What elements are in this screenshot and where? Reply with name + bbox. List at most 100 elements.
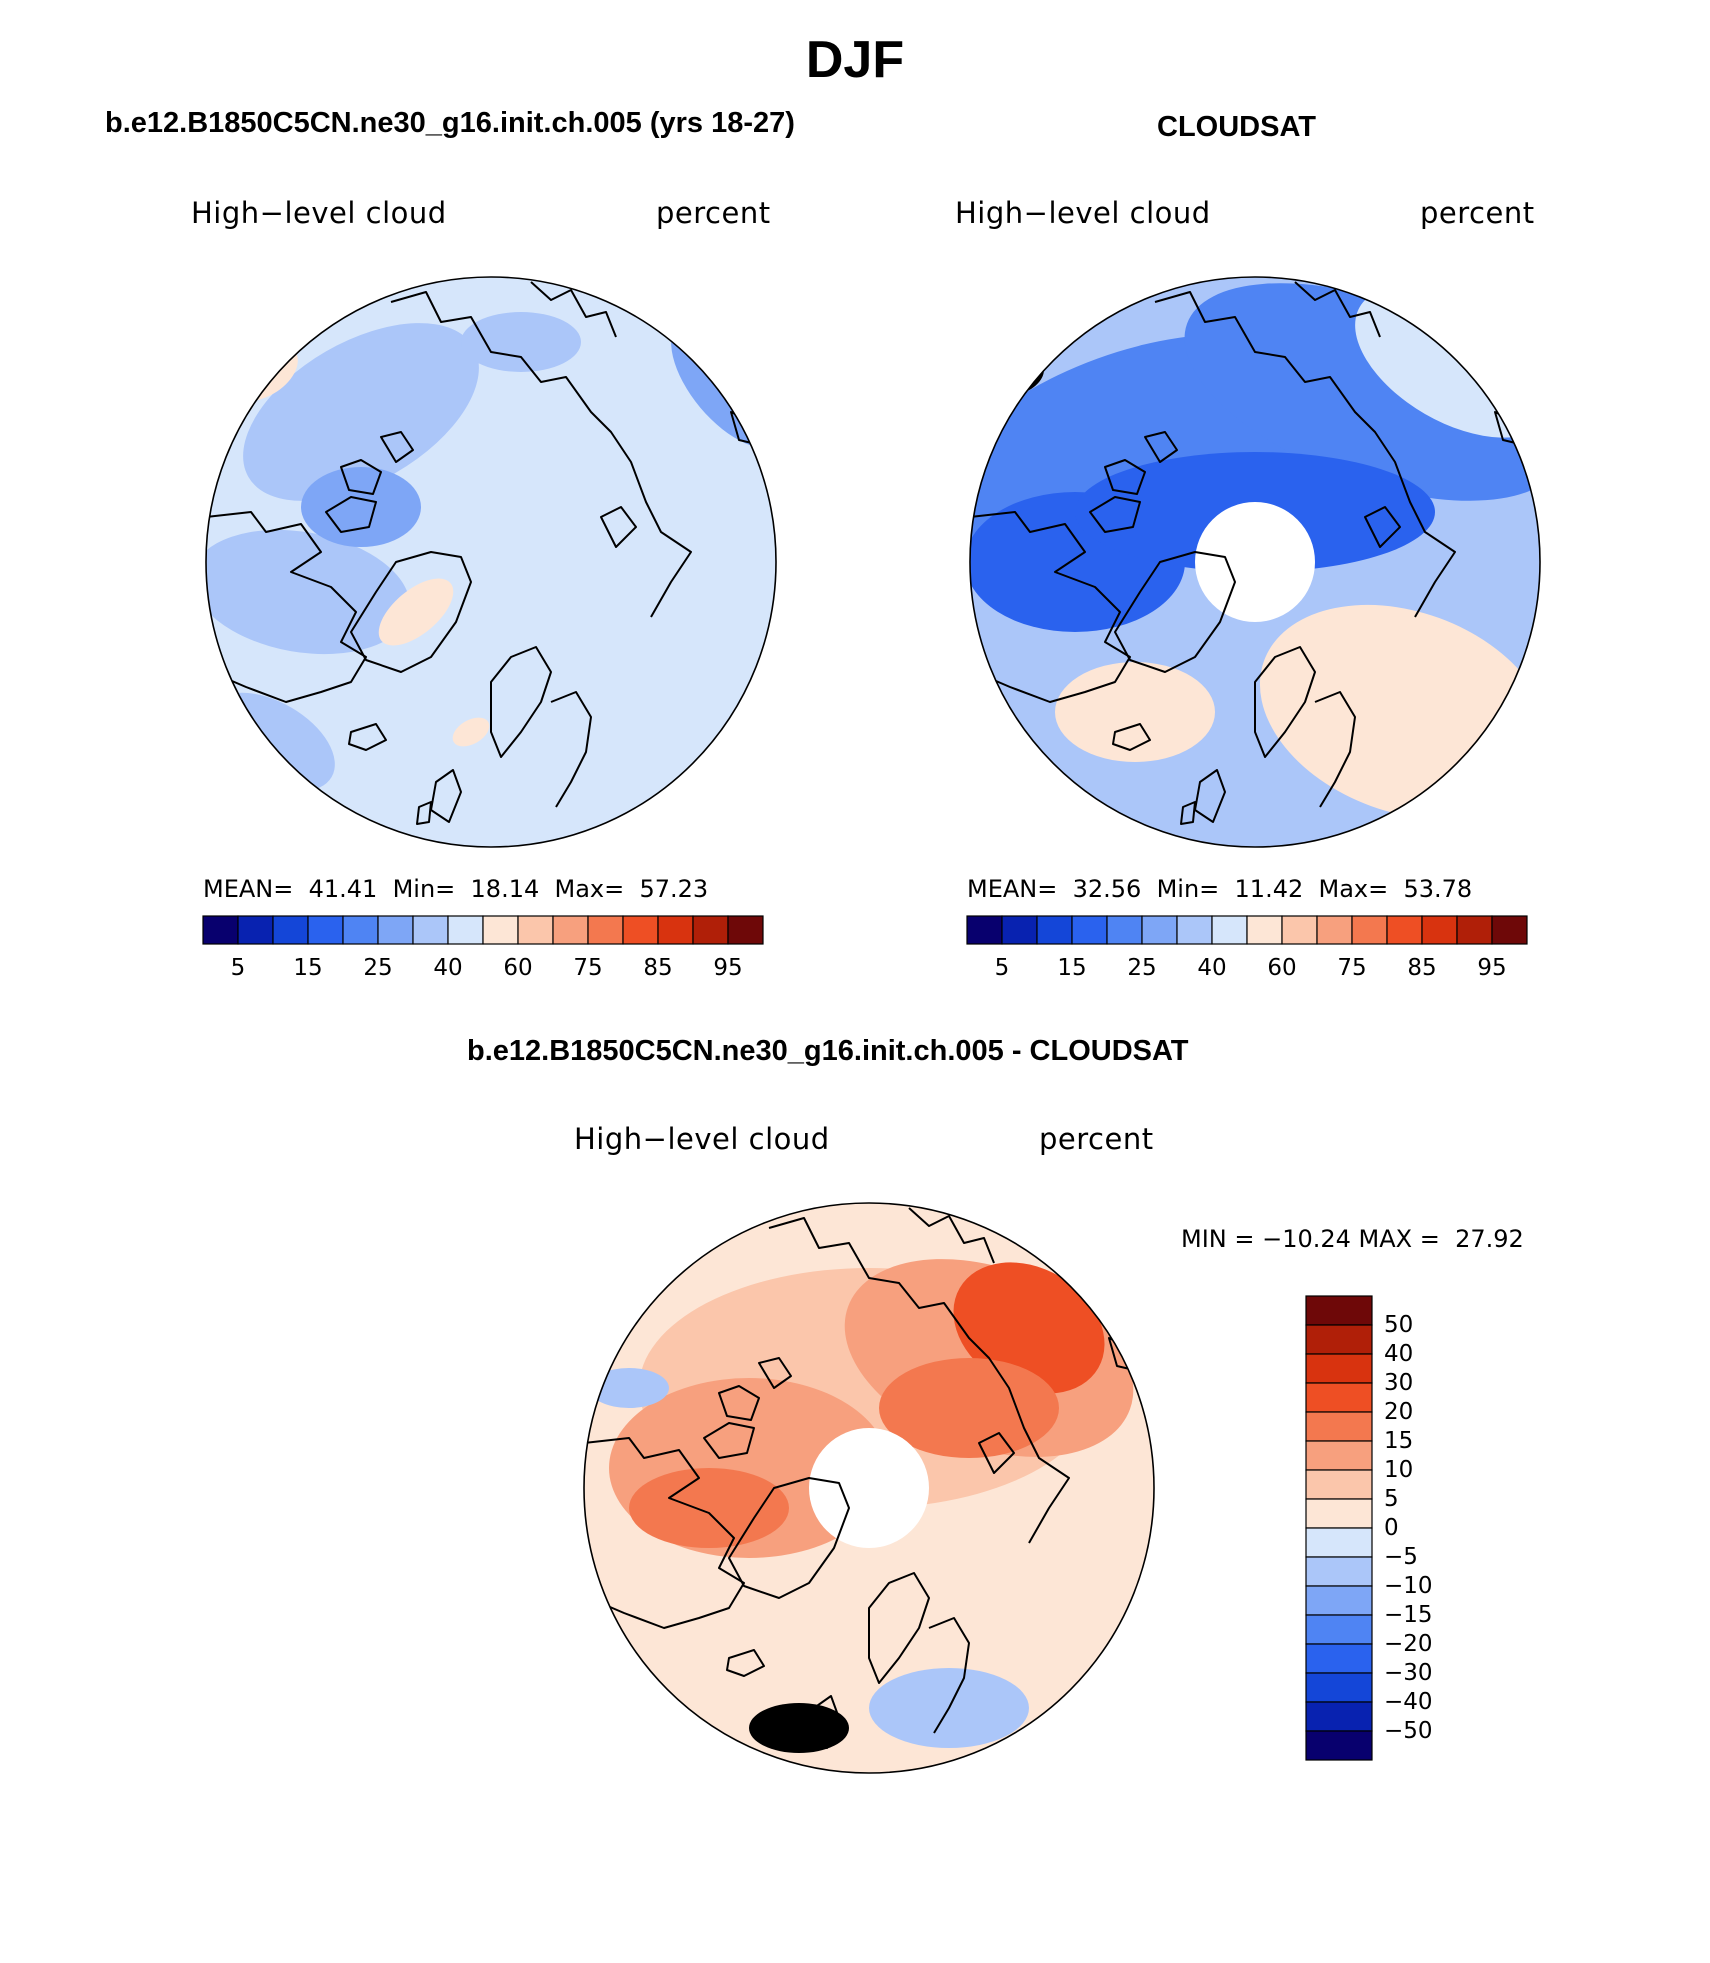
model-colorbar-swatch [552, 915, 589, 945]
model-units-label: percent [656, 196, 771, 230]
obs-colorbar-swatch [1421, 915, 1458, 945]
obs-colorbar-swatch [1491, 915, 1528, 945]
model-colorbar-tick-label: 40 [433, 955, 463, 981]
coastline [1104, 459, 1146, 495]
coastline [1114, 551, 1236, 673]
diff-colorbar-swatch [1305, 1324, 1373, 1355]
map-field-patch [301, 467, 421, 547]
model-colorbar-swatch [412, 915, 449, 945]
diff-colorbar-tick-label: −15 [1384, 1602, 1433, 1628]
model-panel-subtitle: b.e12.B1850C5CN.ne30_g16.init.ch.005 (yr… [105, 107, 795, 139]
diff-colorbar-swatch [1305, 1556, 1373, 1587]
obs-colorbar-swatch [1071, 915, 1108, 945]
coastline [600, 506, 637, 548]
map-field-patch [461, 312, 581, 372]
model-colorbar-swatch [622, 915, 659, 945]
model-polar-map [205, 276, 777, 848]
diff-variable-label: High−level cloud [574, 1122, 830, 1156]
coastline [768, 1217, 1070, 1544]
diff-colorbar-swatch [1305, 1701, 1373, 1732]
map-field-patch [206, 529, 410, 655]
coastline [1180, 801, 1196, 825]
coastline [206, 511, 367, 703]
model-colorbar-tick-label: 25 [363, 955, 393, 981]
diff-colorbar-swatch [1305, 1643, 1373, 1674]
coastline [1194, 769, 1226, 823]
model-colorbar-swatch [342, 915, 379, 945]
coastline [490, 646, 552, 758]
diff-colorbar-tick-label: 30 [1384, 1370, 1414, 1396]
obs-variable-label: High−level cloud [955, 196, 1211, 230]
coastline [584, 1437, 745, 1629]
map-boundary [205, 276, 777, 848]
diff-colorbar-tick-label: −10 [1384, 1573, 1433, 1599]
coastline [645, 291, 682, 331]
model-colorbar-tick-label: 15 [293, 955, 323, 981]
obs-colorbar-tick-label: 60 [1267, 955, 1297, 981]
model-colorbar-swatch [237, 915, 274, 945]
obs-colorbar-tick-label: 5 [994, 955, 1010, 981]
obs-colorbar-labels: 5 15 25 40 60 75 85 95 [967, 955, 1527, 985]
obs-polar-map [969, 276, 1541, 848]
coastline [908, 1207, 995, 1264]
map-field-patch [879, 1358, 1059, 1458]
obs-colorbar-tick-label: 15 [1057, 955, 1087, 981]
map-field-patch [589, 1368, 669, 1408]
coastline [1144, 431, 1178, 463]
diff-colorbar-swatch [1305, 1730, 1373, 1761]
diff-colorbar-swatch [1305, 1527, 1373, 1558]
obs-colorbar-tick-label: 85 [1407, 955, 1437, 981]
diff-colorbar-tick-label: −50 [1384, 1718, 1433, 1744]
map-field-patch [629, 1468, 789, 1548]
coastline [928, 1617, 970, 1734]
obs-stats: MEAN= 32.56 Min= 11.42 Max= 53.78 [967, 875, 1473, 903]
obs-colorbar-swatch [1351, 915, 1388, 945]
obs-colorbar-swatch [1036, 915, 1073, 945]
model-colorbar-swatch [692, 915, 729, 945]
coastline [970, 511, 1131, 703]
map-boundary [583, 1202, 1155, 1774]
diff-units-label: percent [1039, 1122, 1154, 1156]
diff-colorbar-tick-label: 10 [1384, 1457, 1414, 1483]
diff-colorbar-tick-label: 0 [1384, 1515, 1399, 1541]
coastline [1023, 1217, 1060, 1257]
diff-colorbar-swatch [1305, 1585, 1373, 1616]
polar-missing-data-hole [1195, 502, 1315, 622]
diff-colorbar-swatch [1305, 1382, 1373, 1413]
model-colorbar-swatch [447, 915, 484, 945]
model-colorbar-swatch [307, 915, 344, 945]
model-colorbar-swatch [587, 915, 624, 945]
model-colorbar [202, 915, 764, 945]
model-colorbar-swatch [657, 915, 694, 945]
obs-colorbar-swatch [966, 915, 1003, 945]
coastline [794, 1727, 810, 1751]
diff-colorbar-tick-label: −20 [1384, 1631, 1433, 1657]
coastline [758, 1357, 792, 1389]
coastline [1409, 291, 1446, 331]
obs-colorbar-swatch [1386, 915, 1423, 945]
obs-colorbar-tick-label: 75 [1337, 955, 1367, 981]
coastline [340, 459, 382, 495]
obs-colorbar-swatch [1001, 915, 1038, 945]
diff-colorbar-tick-label: −5 [1384, 1544, 1418, 1570]
map-field-patch [243, 323, 479, 501]
obs-colorbar-tick-label: 95 [1477, 955, 1507, 981]
obs-colorbar-tick-label: 40 [1197, 955, 1227, 981]
model-colorbar-tick-label: 95 [713, 955, 743, 981]
model-colorbar-swatch [377, 915, 414, 945]
coastline [1314, 691, 1356, 808]
coastline [1112, 723, 1151, 751]
model-colorbar-tick-label: 85 [643, 955, 673, 981]
coastline [348, 723, 387, 751]
coastline [350, 551, 472, 673]
obs-panel-subtitle: CLOUDSAT [1157, 111, 1316, 143]
coastline [728, 1477, 850, 1599]
model-variable-label: High−level cloud [191, 196, 447, 230]
model-stats: MEAN= 41.41 Min= 18.14 Max= 57.23 [203, 875, 709, 903]
diff-colorbar-swatch [1305, 1469, 1373, 1500]
coastline [1294, 281, 1381, 338]
coastline [416, 801, 432, 825]
diff-colorbar-tick-label: 50 [1384, 1312, 1414, 1338]
obs-colorbar-swatch [1246, 915, 1283, 945]
obs-colorbar-swatch [1211, 915, 1248, 945]
